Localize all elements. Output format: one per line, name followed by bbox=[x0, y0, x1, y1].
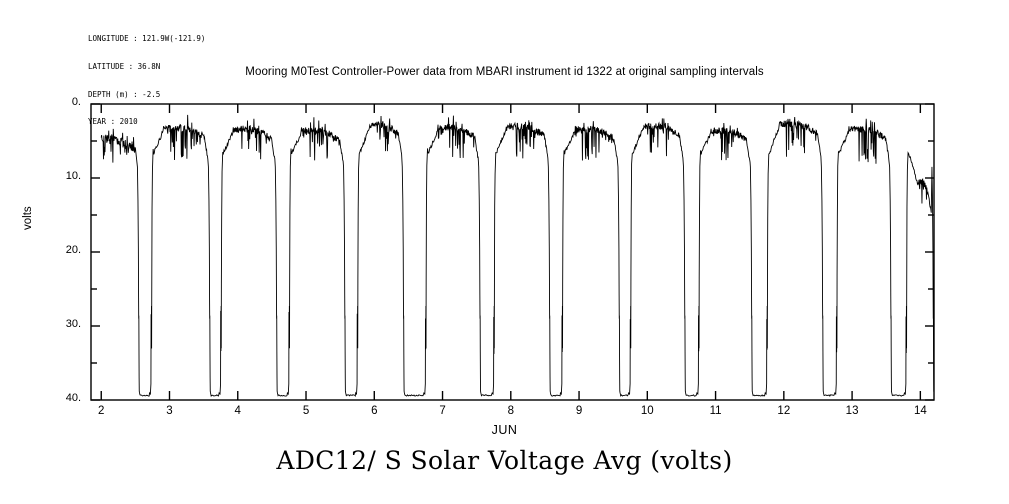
x-tick-label: 10 bbox=[640, 405, 654, 417]
metadata-depth: DEPTH (m) : -2.5 bbox=[88, 89, 161, 99]
x-tick-label: 8 bbox=[507, 405, 514, 417]
y-tick-label: 20. bbox=[65, 244, 81, 256]
metadata-block: LONGITUDE : 121.9W(-121.9) LATITUDE : 36… bbox=[88, 16, 205, 136]
metadata-latitude: LATITUDE : 36.8N bbox=[88, 62, 161, 72]
x-tick-label: 12 bbox=[777, 405, 791, 417]
metadata-year: YEAR : 2010 bbox=[88, 117, 138, 127]
metadata-longitude: LONGITUDE : 121.9W(-121.9) bbox=[88, 34, 206, 44]
x-tick-label: 7 bbox=[439, 405, 446, 417]
x-tick-label: 5 bbox=[302, 405, 310, 417]
plot-frame bbox=[90, 103, 935, 401]
y-tick-label: 30. bbox=[65, 318, 81, 330]
y-tick-label: 0. bbox=[71, 96, 81, 108]
x-tick-label: 14 bbox=[913, 405, 927, 417]
y-tick-label: 40. bbox=[65, 392, 81, 404]
x-tick-label: 11 bbox=[709, 405, 722, 417]
x-tick-label: 9 bbox=[575, 405, 583, 417]
x-tick-label: 3 bbox=[166, 405, 173, 417]
y-tick-label: 10. bbox=[65, 170, 81, 182]
x-tick-label: 2 bbox=[98, 405, 105, 417]
x-tick-label: 6 bbox=[371, 405, 378, 417]
voltage-trace bbox=[100, 114, 934, 397]
x-axis-label: JUN bbox=[491, 423, 518, 437]
chart-title: Mooring M0Test Controller-Power data fro… bbox=[245, 66, 764, 78]
x-tick-label: 4 bbox=[234, 405, 241, 417]
chart-caption: ADC12/ S Solar Voltage Avg (volts) bbox=[276, 446, 733, 475]
x-tick-label: 13 bbox=[845, 405, 859, 417]
